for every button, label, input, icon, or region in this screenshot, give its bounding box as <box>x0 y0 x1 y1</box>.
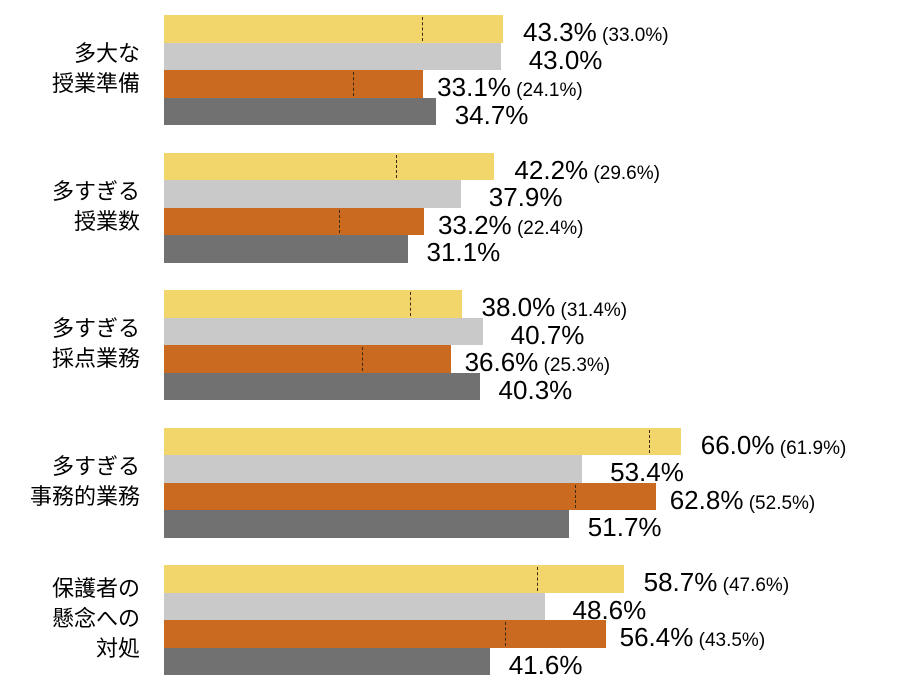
data-label-value: 53.4% <box>610 457 684 487</box>
bar <box>164 455 583 483</box>
data-label-secondary: (33.0%) <box>596 25 669 46</box>
secondary-value-marker <box>395 154 397 178</box>
secondary-value-marker <box>409 292 411 316</box>
bar <box>164 42 501 70</box>
bar <box>164 15 504 43</box>
category-label: 多すぎる 採点業務 <box>51 317 140 372</box>
data-label: 58.7% (47.6%) <box>644 569 790 599</box>
category-label: 多大な 授業準備 <box>51 42 140 97</box>
secondary-value-marker <box>422 17 424 41</box>
data-label-value: 66.0% <box>700 429 775 460</box>
secondary-value-marker <box>536 567 538 591</box>
data-label-value: 42.2% <box>514 154 589 185</box>
data-label-value: 37.9% <box>488 182 563 212</box>
data-label-value: 36.6% <box>464 347 539 377</box>
data-label-value: 40.3% <box>498 374 573 405</box>
bar <box>164 510 569 538</box>
data-label-secondary: (24.1%) <box>510 80 583 101</box>
secondary-value-marker <box>504 622 506 646</box>
data-label: 36.6% (25.3%) <box>465 349 611 379</box>
bar <box>164 152 495 180</box>
bar <box>164 97 436 125</box>
data-label-secondary: (25.3%) <box>538 355 611 376</box>
data-label-secondary: (43.5%) <box>693 630 766 651</box>
data-label-value: 34.7% <box>454 99 529 130</box>
data-label: 40.3% <box>499 377 573 403</box>
data-label: 37.9% <box>489 184 563 210</box>
bar <box>164 207 424 235</box>
bar <box>164 427 681 455</box>
bar <box>164 290 462 318</box>
bar <box>164 345 451 373</box>
bar <box>164 70 424 98</box>
data-label: 56.4% (43.5%) <box>620 624 766 654</box>
category-label: 多すぎる 授業数 <box>51 179 140 235</box>
data-label-value: 31.1% <box>426 237 501 267</box>
bar <box>164 620 606 648</box>
data-label-value: 43.0% <box>528 44 603 75</box>
bar <box>164 482 656 510</box>
data-label-value: 43.3% <box>523 17 597 47</box>
data-label: 43.3% (33.0%) <box>523 19 669 49</box>
category-label: 多すぎる 事務的業務 <box>29 454 140 510</box>
data-label: 42.2% (29.6%) <box>514 157 660 187</box>
data-label: 38.0% (31.4%) <box>482 294 628 324</box>
secondary-value-marker <box>648 429 650 453</box>
bar <box>164 565 624 593</box>
data-label-value: 62.8% <box>669 484 744 515</box>
secondary-value-marker <box>575 484 577 508</box>
bar <box>164 180 461 208</box>
data-label-secondary: (47.6%) <box>717 575 790 596</box>
data-label: 62.8% (52.5%) <box>670 487 816 517</box>
data-label: 43.0% <box>529 47 603 73</box>
data-label: 34.7% <box>455 102 529 128</box>
category-label: 保護者の 懸念への 対処 <box>51 577 140 662</box>
data-label: 33.1% (24.1%) <box>437 74 583 104</box>
secondary-value-marker <box>339 209 341 233</box>
data-label: 48.6% <box>573 597 647 623</box>
bar <box>164 647 490 675</box>
data-label-secondary: (52.5%) <box>743 492 816 514</box>
data-label-secondary: (31.4%) <box>555 300 628 321</box>
bar <box>164 592 545 620</box>
secondary-value-marker <box>362 347 364 371</box>
data-label: 40.7% <box>511 322 585 348</box>
data-label-secondary: (22.4%) <box>511 217 584 239</box>
data-label-value: 48.6% <box>572 594 647 625</box>
data-label-value: 33.2% <box>437 209 512 240</box>
secondary-value-marker <box>352 72 354 96</box>
data-label-secondary: (29.6%) <box>588 162 660 184</box>
data-label: 31.1% <box>427 239 501 265</box>
data-label-value: 38.0% <box>481 292 556 322</box>
data-label-value: 33.1% <box>437 72 511 102</box>
bar <box>164 235 408 263</box>
bar <box>164 372 480 400</box>
data-label: 41.6% <box>509 652 583 678</box>
bar <box>164 317 483 345</box>
data-label-value: 56.4% <box>619 622 694 652</box>
data-label: 66.0% (61.9%) <box>701 432 847 462</box>
data-label: 53.4% <box>610 459 684 485</box>
data-label: 33.2% (22.4%) <box>438 212 584 242</box>
data-label-value: 40.7% <box>510 319 585 350</box>
data-label-value: 58.7% <box>643 567 718 597</box>
data-label: 51.7% <box>588 514 662 540</box>
data-label-secondary: (61.9%) <box>774 437 847 459</box>
data-label-value: 51.7% <box>587 512 662 542</box>
data-label-value: 41.6% <box>508 649 583 680</box>
